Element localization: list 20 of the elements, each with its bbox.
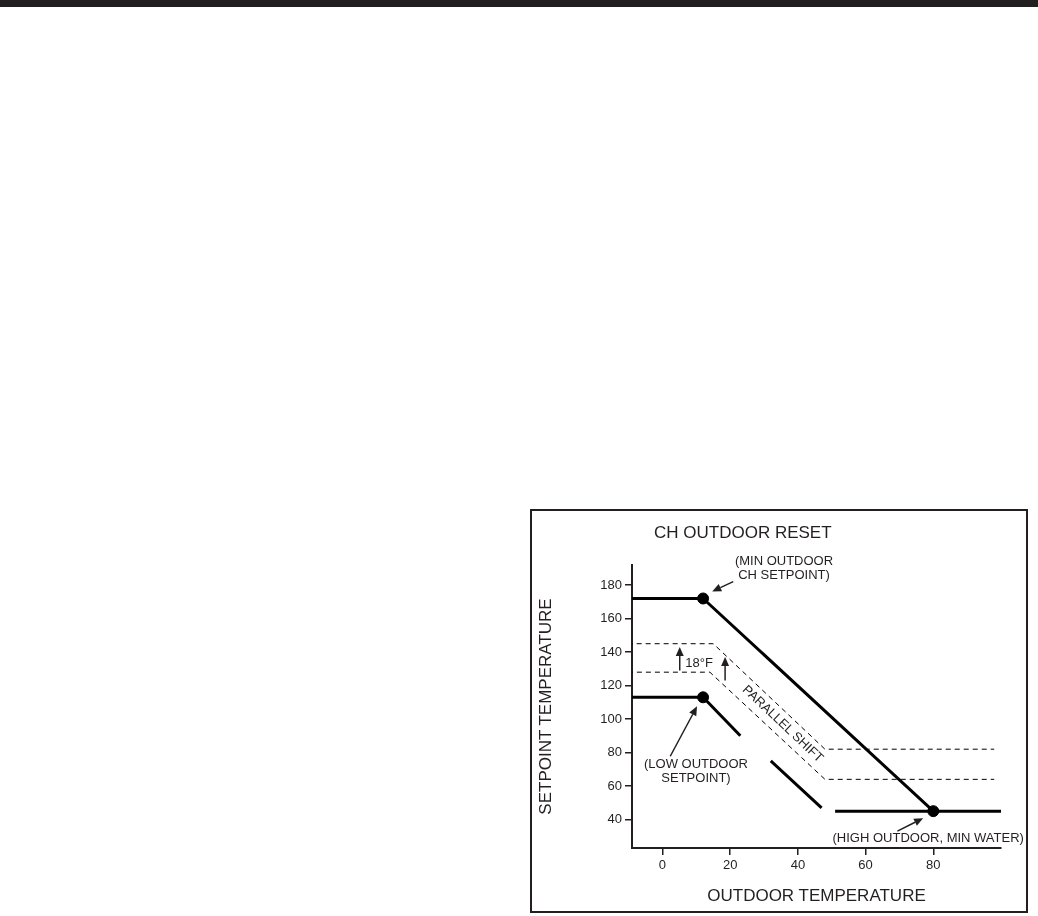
annotation: (HIGH OUTDOOR, MIN WATER) [832,829,1024,845]
x-tick-label: 0 [658,857,667,873]
annotation: (MIN OUTDOOR CH SETPOINT) [734,553,834,583]
y-tick-label: 60 [607,777,622,793]
chart-title: CH OUTDOOR RESET [654,523,832,542]
x-tick-label: 20 [722,857,738,873]
y-tick-label: 120 [600,677,622,693]
x-axis-title: OUTDOOR TEMPERATURE [707,886,926,906]
x-tick-label: 40 [790,857,806,873]
y-tick-label: 160 [600,610,622,626]
x-tick-label: 60 [858,857,873,873]
y-axis-title: SETPOINT TEMPERATURE [535,598,555,815]
annotation: 18°F [685,654,713,670]
annotation: (LOW OUTDOOR SETPOINT) [643,755,748,785]
y-tick-label: 100 [600,710,622,726]
y-tick-label: 180 [600,576,622,592]
x-tick-label: 80 [926,857,941,873]
y-tick-label: 80 [607,744,622,760]
y-tick-label: 40 [607,811,622,827]
y-tick-label: 140 [600,643,622,659]
